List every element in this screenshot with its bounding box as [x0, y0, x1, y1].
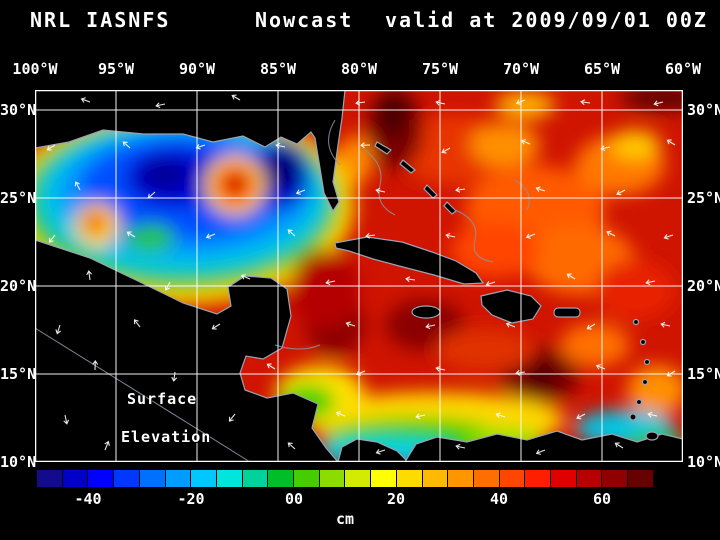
title-mode: Nowcast	[255, 8, 354, 32]
land-lesser-antilles	[629, 413, 637, 421]
land-masses	[34, 89, 684, 463]
land-bahamas	[443, 201, 457, 215]
colorbar-cell	[191, 470, 216, 487]
colorbar-unit-label: cm	[335, 510, 355, 528]
colorbar-tick-label: 20	[386, 490, 406, 508]
ocean-field	[5, 86, 710, 466]
lon-axis-label: 100°W	[12, 60, 58, 78]
lat-axis-label: 10°N	[687, 453, 720, 471]
lon-axis-label: 80°W	[340, 60, 378, 78]
colorbar-cell	[216, 470, 242, 487]
lat-axis-label: 15°N	[687, 365, 720, 383]
coastline-contours	[34, 119, 530, 463]
lat-axis-label: 20°N	[687, 277, 720, 295]
colorbar-cell	[139, 470, 165, 487]
lat-axis-label: 20°N	[0, 277, 37, 295]
colorbar-cell	[576, 470, 602, 487]
colorbar-cell	[551, 470, 576, 487]
lon-axis-label: 95°W	[97, 60, 135, 78]
lon-axis-label: 65°W	[583, 60, 621, 78]
colorbar-tick-label: -20	[177, 490, 205, 508]
plot-frame	[34, 89, 684, 463]
colorbar-cell	[165, 470, 191, 487]
land-lesser-antilles	[643, 358, 651, 366]
land-lesser-antilles	[641, 378, 649, 386]
land-north-america	[34, 89, 346, 213]
land-mexico-central-america	[34, 239, 340, 463]
lat-axis-label: 10°N	[0, 453, 37, 471]
colorbar-cell	[268, 470, 294, 487]
lat-axis-label: 15°N	[0, 365, 37, 383]
land-lesser-antilles	[635, 398, 643, 406]
colorbar-cell	[448, 470, 473, 487]
colorbar-cell	[473, 470, 499, 487]
colorbar-cell	[114, 470, 139, 487]
land-lesser-antilles	[632, 318, 640, 326]
land-cuba	[334, 236, 485, 285]
colorbar-cell	[294, 470, 319, 487]
land-puerto-rico	[553, 307, 581, 318]
lon-axis-label: 85°W	[259, 60, 297, 78]
colorbar-cell	[319, 470, 345, 487]
lon-axis-label: 70°W	[502, 60, 540, 78]
map-annotation-line2: Elevation	[121, 428, 212, 446]
colorbar-cell	[499, 470, 525, 487]
colorbar	[37, 470, 653, 487]
lat-axis-label: 30°N	[687, 101, 720, 119]
colorbar-cell	[525, 470, 551, 487]
colorbar-tick-label: 60	[592, 490, 612, 508]
lat-axis-label: 25°N	[0, 189, 37, 207]
colorbar-tick-label: -40	[74, 490, 102, 508]
map-plot: Surface Elevation	[5, 86, 710, 466]
title-product: NRL IASNFS	[30, 8, 171, 32]
land-lesser-antilles	[639, 338, 647, 346]
land-south-america	[403, 430, 684, 463]
colorbar-cell	[62, 470, 88, 487]
colorbar-cell	[371, 470, 396, 487]
colorbar-tick-label: 00	[284, 490, 304, 508]
land-bahamas	[399, 159, 416, 174]
lon-axis-label: 75°W	[421, 60, 459, 78]
land-jamaica	[411, 305, 441, 319]
land-trinidad	[645, 431, 659, 441]
colorbar-cell	[422, 470, 448, 487]
land-hispaniola	[480, 289, 542, 324]
colorbar-cell	[602, 470, 628, 487]
colorbar-cell	[37, 470, 62, 487]
lon-axis-label: 60°W	[664, 60, 702, 78]
map-annotation-line1: Surface	[127, 390, 198, 408]
colorbar-tick-label: 40	[489, 490, 509, 508]
ssh-field-map	[5, 86, 710, 466]
colorbar-cell	[396, 470, 422, 487]
lat-axis-label: 25°N	[687, 189, 720, 207]
colorbar-cell	[628, 470, 653, 487]
title-valid-time: valid at 2009/09/01 00Z	[385, 8, 708, 32]
lat-axis-label: 30°N	[0, 101, 37, 119]
colorbar-cell	[242, 470, 268, 487]
lon-axis-label: 90°W	[178, 60, 216, 78]
land-bahamas	[374, 141, 392, 155]
colorbar-cell	[345, 470, 371, 487]
colorbar-cell	[88, 470, 114, 487]
